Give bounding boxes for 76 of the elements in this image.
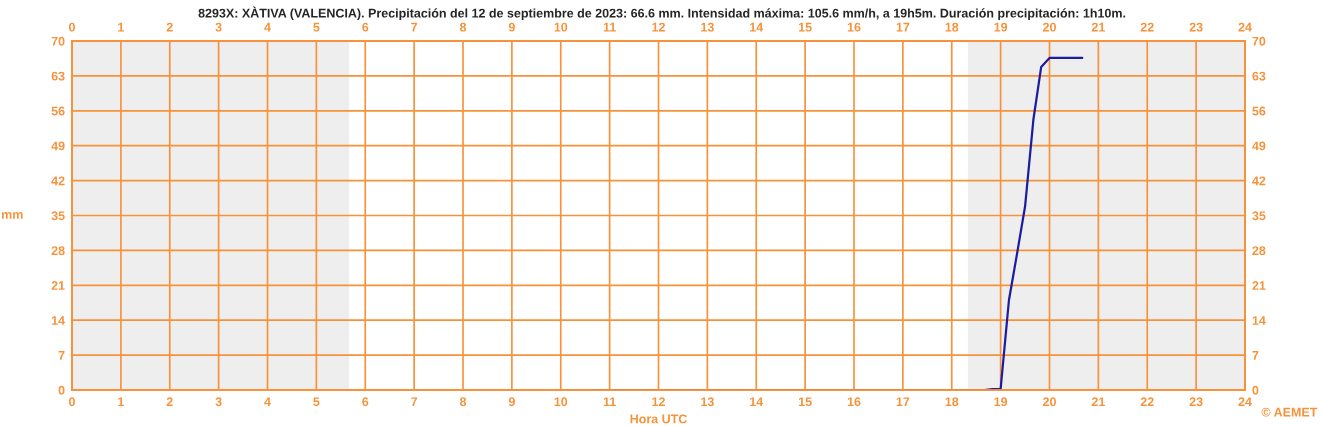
y-tick-label: 35 [51,211,65,221]
x2-tick-label: 16 [847,22,861,32]
x-tick-label: 9 [508,397,515,407]
x-tick-label: 18 [945,397,959,407]
x-tick-label: 1 [118,397,124,406]
x-tick-label: 24 [1238,397,1252,406]
x2-tick-label: 4 [264,22,271,32]
y2-tick-label: 21 [1252,281,1266,290]
x2-tick-label: 24 [1238,22,1252,32]
x-tick-label: 14 [750,397,764,406]
y-tick-label: 49 [51,141,65,151]
y-tick-label: 63 [51,71,65,81]
x2-tick-label: 5 [313,22,320,32]
x-tick-label: 23 [1189,397,1203,407]
x2-tick-label: 9 [508,22,515,32]
x-tick-label: 11 [603,397,616,406]
x2-tick-label: 0 [69,22,75,32]
x2-tick-label: 17 [896,22,910,32]
x-tick-label: 16 [847,397,861,407]
x-tick-label: 12 [652,397,665,406]
x2-tick-label: 10 [554,22,568,32]
x2-tick-label: 22 [1140,22,1154,32]
y2-tick-label: 63 [1252,71,1266,81]
text: © AEMET [1261,407,1318,417]
x-tick-label: 3 [215,397,222,407]
y-tick-label: 28 [51,246,65,256]
y2-tick-label: 56 [1252,106,1266,116]
x2-tick-label: 23 [1189,22,1203,32]
y-tick-label: 42 [51,176,65,186]
x-tick-label: 13 [701,397,714,407]
y-tick-label: 70 [51,36,65,46]
y2-tick-label: 49 [1252,141,1266,151]
y-axis-title: mm [1,212,23,219]
y2-tick-label: 70 [1252,36,1266,46]
x2-tick-label: 8 [459,22,467,32]
y2-tick-label: 28 [1252,246,1266,256]
y-tick-label: 14 [51,316,65,325]
chart-title: 8293X: XÀTIVA (VALENCIA). Precipitación del 12 de septiembre de 2023: 66.6 mm. Intensidad máxima: 105.6 mm/h, a 19h5m. Duración precipitación: 1h10m. [198,6,1126,21]
x2-tick-label: 2 [166,22,173,32]
x-tick-label: 22 [1140,397,1154,406]
x-tick-label: 6 [362,397,369,407]
x-tick-label: 20 [1042,397,1056,407]
x2-tick-label: 3 [215,22,222,32]
y-tick-label: 7 [58,351,65,360]
y2-tick-label: 42 [1252,176,1266,186]
x2-tick-label: 6 [362,22,369,32]
x-tick-label: 0 [69,397,75,407]
x-tick-label: 5 [313,397,320,407]
x-axis-title: Hora UTC [630,414,687,424]
x-tick-label: 19 [994,397,1008,407]
x-tick-label: 7 [411,397,418,406]
y2-tick-label: 14 [1252,316,1266,325]
x-tick-label: 21 [1091,397,1105,406]
x2-tick-label: 15 [798,22,812,32]
x-tick-label: 10 [554,397,568,407]
x2-tick-label: 21 [1091,22,1105,32]
y2-tick-label: 7 [1252,351,1259,360]
x2-tick-label: 20 [1042,22,1056,32]
x2-tick-label: 18 [945,22,959,32]
x2-tick-label: 1 [118,22,124,32]
x2-tick-label: 7 [411,22,418,32]
y2-tick-label: 35 [1252,211,1266,221]
x2-tick-label: 14 [750,22,764,32]
x-tick-label: 8 [459,397,467,407]
x-tick-label: 4 [264,397,271,406]
x2-tick-label: 11 [603,22,616,32]
x-tick-label: 17 [896,397,910,406]
y-tick-label: 56 [51,106,65,116]
y-tick-label: 0 [58,385,65,395]
x-tick-label: 15 [798,397,812,407]
x2-tick-label: 13 [701,22,714,32]
y-tick-label: 21 [51,281,65,290]
y2-tick-label: 0 [1252,385,1259,395]
x-tick-label: 2 [166,397,173,406]
x2-tick-label: 12 [652,22,665,32]
x2-tick-label: 19 [994,22,1008,32]
